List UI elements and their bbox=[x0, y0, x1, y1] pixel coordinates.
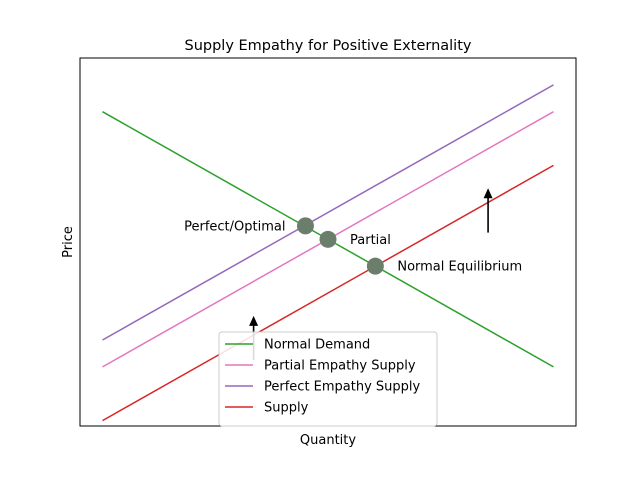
point-layer: Perfect/Optimal Partial Normal Equilibrium bbox=[184, 217, 522, 275]
equilibrium-point-partial bbox=[319, 230, 337, 248]
series-line-perfect-empathy-supply bbox=[102, 84, 554, 341]
equilibrium-point-perfect-optimal bbox=[296, 217, 314, 235]
shift-arrow-2 bbox=[483, 188, 493, 233]
legend-label-supply: Supply bbox=[264, 401, 309, 416]
legend-box bbox=[218, 331, 438, 427]
point-label-perfect-optimal: Perfect/Optimal bbox=[184, 219, 285, 234]
legend-label-partial-empathy-supply: Partial Empathy Supply bbox=[264, 359, 416, 374]
chart-title: Supply Empathy for Positive Externality bbox=[185, 38, 472, 54]
y-axis-label: Price bbox=[61, 226, 76, 258]
legend-label-perfect-empathy-supply: Perfect Empathy Supply bbox=[264, 380, 421, 395]
point-label-partial: Partial bbox=[350, 233, 391, 248]
legend-label-normal-demand: Normal Demand bbox=[264, 338, 370, 353]
shift-arrow-head bbox=[483, 188, 493, 199]
x-axis-label: Quantity bbox=[300, 433, 356, 448]
equilibrium-point-normal-equilibrium bbox=[366, 257, 384, 275]
series-line-supply bbox=[102, 164, 554, 422]
point-label-normal-equilibrium: Normal Equilibrium bbox=[397, 260, 522, 275]
shift-arrow-head bbox=[249, 315, 259, 326]
legend: Normal Demand Partial Empathy Supply Perfe… bbox=[218, 331, 438, 427]
